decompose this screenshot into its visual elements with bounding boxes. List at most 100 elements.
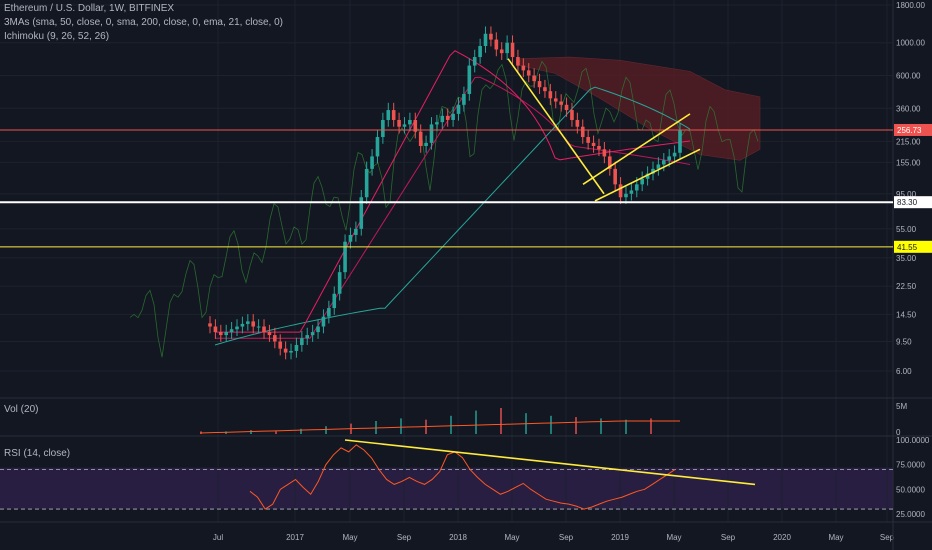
price-axis-label: 22.50 xyxy=(896,282,917,291)
price-axis-label: 55.00 xyxy=(896,225,917,234)
candle xyxy=(375,137,380,157)
sma200-line xyxy=(214,86,691,346)
candle xyxy=(283,348,288,353)
volume-bar xyxy=(625,419,627,434)
candle xyxy=(629,190,634,194)
candle xyxy=(316,326,320,333)
candle xyxy=(294,344,299,351)
candle xyxy=(661,160,666,165)
candle xyxy=(580,126,585,138)
ichimoku-span-line xyxy=(129,60,759,358)
rsi-legend[interactable]: RSI (14, close) xyxy=(4,448,71,459)
candle xyxy=(289,350,293,353)
time-axis-label: 2017 xyxy=(286,533,304,542)
candle xyxy=(229,329,234,333)
candle xyxy=(618,184,623,198)
time-axis-label: May xyxy=(342,533,357,542)
volume-legend[interactable]: Vol (20) xyxy=(4,404,39,415)
ema21-line xyxy=(215,50,691,333)
candle xyxy=(467,65,472,94)
price-axis-label: 1000.00 xyxy=(896,39,925,48)
candle xyxy=(678,129,682,153)
rsi-axis-label: 50.0000 xyxy=(896,485,925,494)
candle xyxy=(240,323,245,327)
time-axis-label: May xyxy=(666,533,681,542)
volume-bar xyxy=(250,430,252,434)
volume-bar xyxy=(550,415,552,434)
time-axis-label: Sep xyxy=(721,533,736,542)
candle xyxy=(213,326,218,333)
candle xyxy=(332,293,337,309)
candle xyxy=(532,75,536,82)
candle xyxy=(559,101,563,105)
channel-upper-line xyxy=(582,113,691,186)
candle xyxy=(516,57,520,66)
candle xyxy=(251,321,256,327)
ichimoku-legend[interactable]: Ichimoku (9, 26, 52, 26) xyxy=(4,31,110,42)
price-tag xyxy=(894,196,932,209)
candle xyxy=(613,168,617,185)
candle xyxy=(278,341,283,349)
rsi-axis-label: 25.0000 xyxy=(896,510,925,519)
candle xyxy=(537,81,542,88)
candle xyxy=(672,152,677,157)
candle xyxy=(570,110,574,120)
candle xyxy=(656,164,661,169)
candle xyxy=(381,119,385,138)
candle xyxy=(543,87,547,92)
price-tag-label: 83.30 xyxy=(897,198,918,207)
candle xyxy=(462,93,466,105)
candle xyxy=(224,332,229,336)
candle xyxy=(256,326,261,328)
candle xyxy=(267,332,272,336)
candle xyxy=(651,168,655,174)
candle xyxy=(321,316,326,327)
price-axis-label: 360.00 xyxy=(896,104,921,113)
candle xyxy=(451,113,455,120)
candle xyxy=(354,228,358,235)
price-axis-label: 215.00 xyxy=(896,137,921,146)
candle xyxy=(327,308,331,317)
ma-legend[interactable]: 3MAs (sma, 50, close, 0, sma, 200, close… xyxy=(4,17,284,28)
volume-bar xyxy=(275,431,277,434)
price-axis-label: 14.50 xyxy=(896,310,917,319)
time-axis-label: May xyxy=(828,533,843,542)
volume-bar xyxy=(325,426,327,434)
candle xyxy=(521,65,526,71)
volume-bar xyxy=(300,428,302,434)
time-axis-label: 2018 xyxy=(449,533,467,542)
volume-bar xyxy=(600,418,602,434)
candle xyxy=(364,168,369,198)
candle xyxy=(472,57,477,66)
candle xyxy=(418,131,423,146)
volume-axis-label: 5M xyxy=(896,402,907,411)
candle xyxy=(499,49,504,54)
candle xyxy=(483,33,488,47)
channel-lower-line xyxy=(594,148,701,202)
candle xyxy=(602,149,607,157)
candle xyxy=(510,42,515,58)
candle xyxy=(645,173,650,179)
volume-bar xyxy=(575,417,577,434)
candle xyxy=(548,91,553,99)
symbol-legend[interactable]: Ethereum / U.S. Dollar, 1W, BITFINEX xyxy=(4,3,175,14)
candle xyxy=(597,145,601,150)
descending-trendline xyxy=(507,58,605,195)
price-axis-label: 35.00 xyxy=(896,254,917,263)
candle xyxy=(235,326,239,330)
candle xyxy=(408,119,412,125)
time-axis-label: 2019 xyxy=(611,533,629,542)
candle xyxy=(640,178,644,185)
volume-bar xyxy=(475,410,477,434)
candle xyxy=(489,33,493,40)
candle xyxy=(402,124,407,127)
candle xyxy=(397,119,401,127)
candle xyxy=(305,335,310,339)
candle xyxy=(273,335,277,342)
candle xyxy=(343,241,347,273)
candle xyxy=(440,115,445,123)
candle xyxy=(429,124,434,143)
ichimoku-cloud xyxy=(519,56,761,161)
candle xyxy=(586,137,590,143)
